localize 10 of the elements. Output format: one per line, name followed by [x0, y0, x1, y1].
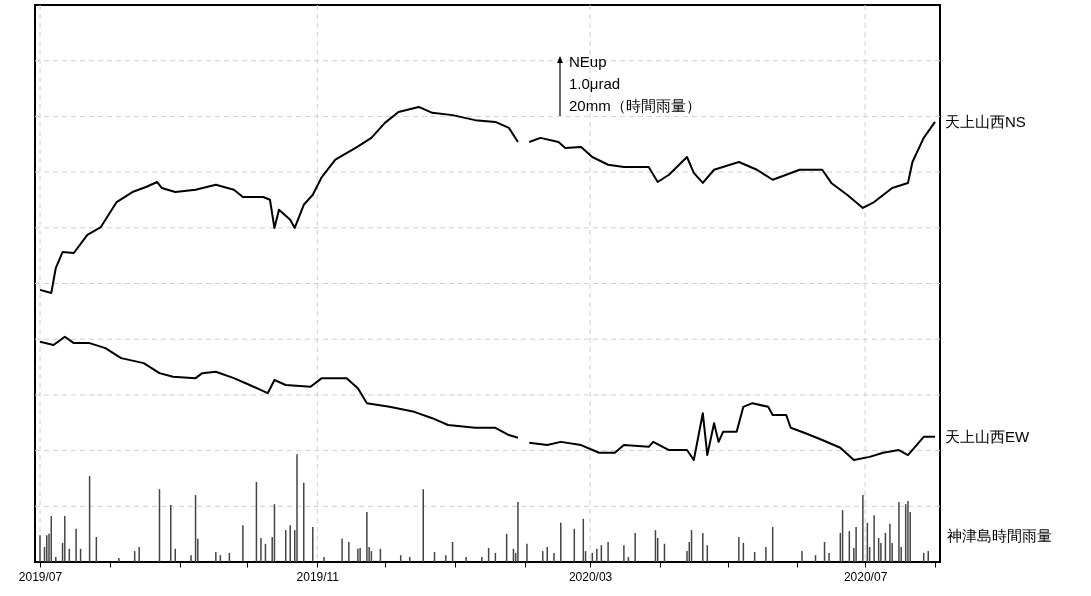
x-tick-label: 2019/07	[18, 569, 63, 584]
series-label: 天上山西EW	[945, 427, 1030, 445]
x-tick-label: 2020/03	[568, 569, 613, 584]
text: NEup	[569, 53, 607, 70]
series-label: 神津島時間雨量	[947, 527, 1052, 544]
annotation: 20mm（時間雨量）	[569, 97, 701, 114]
text: 1.0μrad	[569, 75, 621, 92]
x-tick-label: 2020/07	[843, 569, 888, 584]
series-label: 天上山西NS	[945, 112, 1026, 130]
x-tick-label: 2019/11	[296, 569, 340, 584]
